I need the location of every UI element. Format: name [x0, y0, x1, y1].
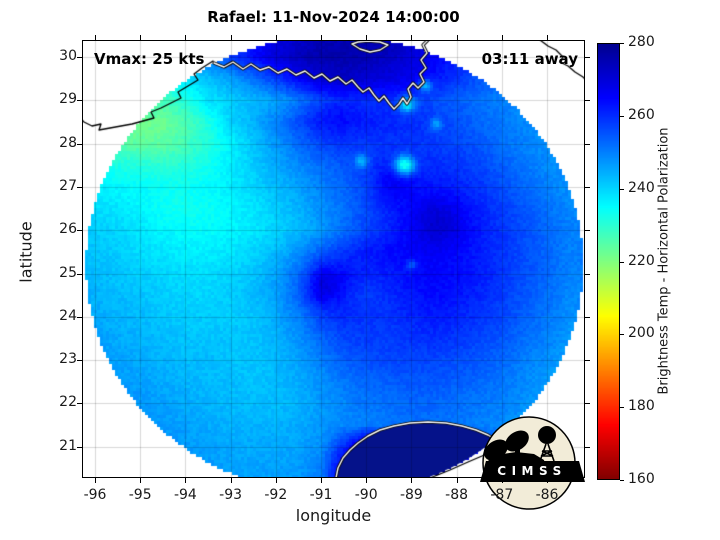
- x-tick: [366, 478, 368, 483]
- colorbar-tick: [620, 188, 624, 190]
- colorbar-tick: [620, 261, 624, 263]
- colorbar-tick-label: 180: [628, 398, 655, 415]
- x-tick-label: -90: [354, 487, 378, 503]
- y-tick-right: [585, 100, 590, 102]
- vmax-annotation: Vmax: 25 kts: [94, 50, 205, 68]
- x-tick-top: [366, 35, 368, 40]
- colorbar-tick: [620, 407, 624, 409]
- x-tick: [456, 478, 458, 483]
- x-tick-top: [411, 35, 413, 40]
- colorbar-tick-label: 240: [628, 179, 655, 196]
- water-tower-tank: [538, 426, 556, 444]
- colorbar-tick: [620, 115, 624, 117]
- x-tick: [321, 478, 322, 483]
- x-tick: [547, 478, 548, 483]
- y-tick-right: [585, 186, 590, 188]
- x-tick-label: -92: [264, 487, 288, 503]
- time-offset-annotation: 03:11 away: [481, 50, 578, 68]
- y-tick-right: [585, 360, 590, 362]
- y-tick: [77, 446, 82, 448]
- y-tick-label: 30: [59, 48, 77, 64]
- y-tick-label: 23: [59, 351, 77, 368]
- y-tick-label: 26: [59, 221, 77, 238]
- logo-silhouette: [484, 426, 556, 468]
- x-tick: [230, 478, 232, 483]
- y-tick: [77, 143, 82, 145]
- y-axis-label: latitude: [16, 221, 36, 283]
- plot-area: CIMSS: [82, 40, 585, 510]
- x-tick-label: -93: [219, 487, 243, 503]
- x-tick-top: [275, 35, 277, 40]
- colorbar-tick: [620, 43, 624, 44]
- x-tick-label: -91: [309, 487, 333, 503]
- x-tick-top: [230, 35, 232, 40]
- x-tick: [501, 478, 503, 483]
- y-tick-label: 25: [59, 264, 77, 281]
- y-tick-label: 29: [59, 91, 77, 108]
- colorbar: [597, 43, 620, 480]
- y-tick: [77, 100, 82, 102]
- x-tick-label: -89: [399, 487, 423, 503]
- colorbar-tick: [620, 480, 624, 481]
- y-tick-label: 28: [59, 134, 77, 151]
- y-tick: [77, 230, 82, 232]
- y-tick: [77, 360, 82, 362]
- y-tick-right: [585, 403, 590, 405]
- x-tick: [95, 478, 96, 483]
- x-tick-top: [185, 35, 187, 40]
- colorbar-tick: [620, 334, 624, 336]
- colorbar-tick-label: 260: [628, 106, 655, 123]
- y-tick-label: 21: [59, 437, 77, 454]
- x-tick-top: [547, 35, 548, 40]
- cimss-logo: CIMSS: [480, 416, 585, 510]
- x-tick-label: -95: [128, 487, 152, 503]
- colorbar-tick-label: 220: [628, 252, 655, 269]
- x-tick: [411, 478, 413, 483]
- colorbar-tick-label: 200: [628, 325, 655, 342]
- y-tick-right: [585, 57, 590, 58]
- chart-title: Rafael: 11-Nov-2024 14:00:00: [207, 8, 460, 26]
- x-axis-label: longitude: [295, 506, 372, 525]
- x-tick: [275, 478, 277, 483]
- x-tick: [185, 478, 187, 483]
- x-tick-label: -86: [535, 487, 559, 503]
- y-tick-label: 27: [59, 177, 77, 194]
- colorbar-tick-label: 160: [628, 471, 655, 487]
- y-tick: [77, 273, 82, 275]
- y-tick-right: [585, 446, 590, 448]
- x-tick-label: -87: [490, 487, 514, 503]
- y-tick-right: [585, 143, 590, 145]
- colorbar-label: Brightness Temp - Horizontal Polarizatio…: [656, 127, 672, 395]
- logo-text: CIMSS: [497, 464, 566, 478]
- y-tick: [77, 403, 82, 405]
- x-tick-label: -88: [445, 487, 469, 503]
- x-tick: [140, 478, 142, 483]
- y-tick-right: [585, 316, 590, 318]
- y-tick: [77, 186, 82, 188]
- x-tick-label: -94: [173, 487, 197, 503]
- x-tick-top: [501, 35, 503, 40]
- y-tick-label: 24: [59, 307, 77, 324]
- y-tick-right: [585, 273, 590, 275]
- x-tick-label: -96: [83, 487, 107, 503]
- x-tick-top: [140, 35, 142, 40]
- y-tick: [77, 316, 82, 318]
- x-tick-top: [95, 35, 96, 40]
- water-tower-lattice: [539, 443, 555, 462]
- y-tick-label: 22: [59, 394, 77, 411]
- y-tick: [77, 57, 82, 58]
- y-tick-right: [585, 230, 590, 232]
- logo-banner: [480, 461, 585, 482]
- x-tick-top: [321, 35, 322, 40]
- x-tick-top: [456, 35, 458, 40]
- colorbar-tick-label: 280: [628, 34, 655, 50]
- satellite-swath-image: [82, 40, 585, 478]
